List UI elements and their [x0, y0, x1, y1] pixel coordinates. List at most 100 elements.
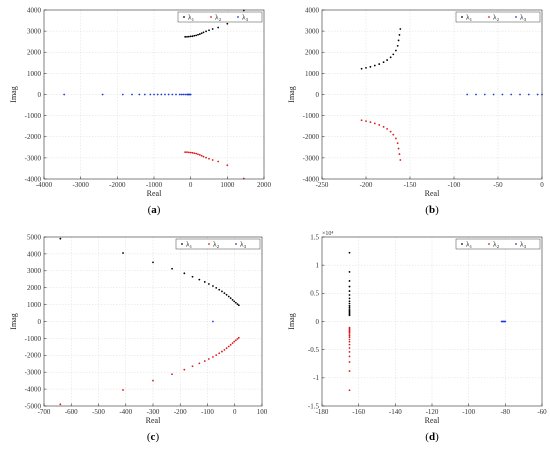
data-point [193, 152, 196, 155]
data-point [184, 35, 187, 38]
axes-frame [43, 236, 263, 407]
series-1 [360, 28, 402, 70]
legend-box [455, 11, 541, 23]
x-tick-label: -100 [201, 408, 214, 416]
legend-entry: λ₁ [466, 240, 473, 249]
data-point [198, 33, 201, 35]
x-tick-label: -250 [316, 181, 329, 189]
y-tick-label: 3000 [27, 267, 42, 275]
data-point [191, 35, 194, 38]
data-point [122, 252, 124, 254]
data-point [392, 133, 395, 136]
data-point [160, 93, 163, 96]
data-point [229, 297, 232, 300]
data-point [212, 320, 214, 323]
data-point [397, 39, 400, 42]
x-axis-label: Real [425, 189, 440, 198]
data-point [233, 340, 236, 343]
data-point [212, 356, 214, 358]
legend-entry: λ₂ [213, 240, 220, 249]
legend-box [455, 238, 541, 250]
x-axis-label: Real [425, 416, 440, 425]
x-tick-label: -140 [389, 408, 402, 416]
data-point [200, 154, 203, 157]
legend-marker [488, 243, 490, 245]
x-tick-label: -2000 [109, 181, 126, 189]
data-point [202, 155, 205, 158]
series-3 [466, 93, 543, 96]
panel-4: -180 -160 -140 -120 -100 -80 -60 -1.5 -1 -0.5 0 0.5… [287, 231, 547, 443]
data-point [183, 272, 186, 275]
data-point [189, 151, 192, 154]
data-point [475, 93, 477, 96]
x-tick-label: -50 [493, 181, 503, 189]
data-point [365, 120, 367, 123]
data-point [193, 34, 196, 37]
data-point [348, 280, 351, 282]
x-tick-label: -60 [537, 408, 547, 416]
x-tick-label: -150 [404, 181, 417, 189]
legend: λ₁ λ₂ λ₃ [177, 11, 263, 23]
data-point [373, 64, 376, 67]
x-axis-label: Real [147, 189, 162, 198]
axes-frame [321, 236, 543, 407]
series-1 [184, 9, 245, 38]
data-point [227, 345, 230, 348]
x-tick-label: -3000 [72, 181, 89, 189]
y-tick-label: -3000 [25, 154, 42, 162]
legend-marker [515, 243, 517, 245]
y-tick-label: -2000 [303, 133, 320, 141]
data-point [227, 295, 230, 298]
y-tick-label: 2000 [305, 49, 320, 57]
data-point [217, 160, 220, 163]
data-point [189, 35, 192, 38]
data-point [348, 297, 351, 300]
y-tick-label: -2000 [25, 352, 42, 360]
data-point [501, 93, 504, 96]
data-point [369, 121, 372, 124]
legend-entry: λ₃ [240, 240, 247, 249]
data-point [392, 53, 395, 56]
data-point [221, 350, 223, 353]
data-point [348, 389, 351, 392]
data-point [186, 35, 188, 38]
x-tick-label: -100 [448, 181, 461, 189]
legend-marker [210, 16, 212, 18]
legend-marker [208, 243, 210, 245]
data-point [382, 61, 385, 64]
data-point [399, 159, 402, 161]
x-tick-label: -700 [38, 408, 51, 416]
data-point [492, 93, 495, 96]
y-tick-label: 4000 [27, 6, 42, 14]
axes-frame [43, 9, 265, 180]
data-point [510, 93, 513, 96]
data-point [184, 151, 187, 154]
y-tick-label: 1 [316, 262, 320, 270]
y-tick-label: -1.5 [308, 402, 320, 410]
axes-frame [321, 9, 543, 180]
data-point [143, 93, 146, 96]
data-point [348, 308, 351, 311]
data-point [369, 65, 372, 68]
data-point [398, 34, 401, 36]
data-point [398, 153, 401, 155]
y-tick-label: 5000 [27, 233, 42, 241]
legend: λ₁ λ₂ λ₃ [455, 238, 541, 250]
data-point [186, 151, 188, 154]
legend-entry: λ₃ [520, 240, 527, 249]
data-point [373, 122, 376, 125]
data-point [348, 290, 351, 292]
data-point [348, 326, 351, 329]
y-tick-label: 1.5 [310, 233, 319, 241]
data-point [131, 93, 133, 96]
data-point [223, 292, 226, 295]
data-point [171, 373, 173, 376]
y-tick-label: -2000 [25, 133, 42, 141]
y-tick-label: -4000 [303, 175, 320, 183]
y-tick-label: -1 [313, 374, 319, 382]
data-point [231, 342, 234, 345]
legend: λ₁ λ₂ λ₃ [175, 238, 261, 250]
data-point [175, 93, 177, 96]
data-point [348, 251, 351, 254]
